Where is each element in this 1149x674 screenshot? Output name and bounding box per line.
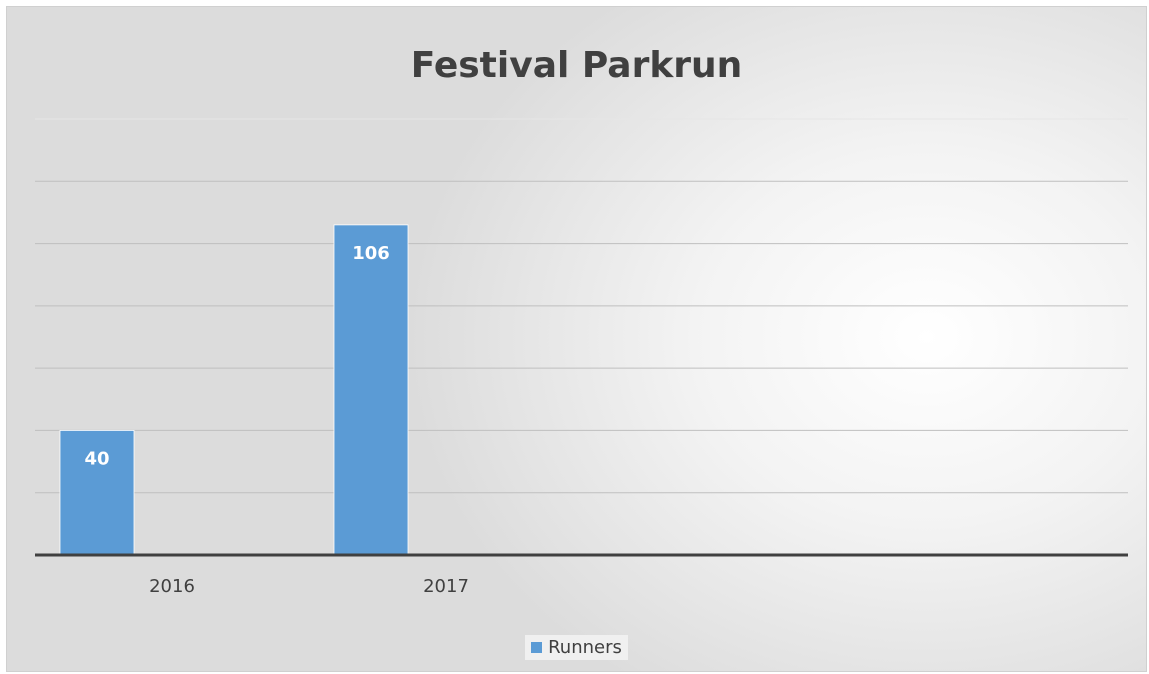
plot-area: 40 106 2016 2017 [35,118,1128,597]
x-tick-label-2016: 2016 [149,576,195,597]
bar-2016 [59,430,135,556]
legend-swatch [531,642,543,653]
data-label-2017: 106 [352,243,390,264]
bar-2017 [333,224,409,556]
chart-area: Festival Parkrun 40 106 2016 2017 Runners [6,6,1147,672]
data-label-2016: 40 [84,448,109,469]
chart-title: Festival Parkrun [410,45,743,86]
bars [59,224,409,556]
legend-item: Runners [525,635,628,660]
gridlines [35,118,1128,494]
legend-label: Runners [548,637,622,658]
data-labels: 40 106 [84,243,389,470]
legend: Runners [7,635,1146,660]
x-tick-labels: 2016 2017 [149,576,469,597]
x-tick-label-2017: 2017 [423,576,469,597]
